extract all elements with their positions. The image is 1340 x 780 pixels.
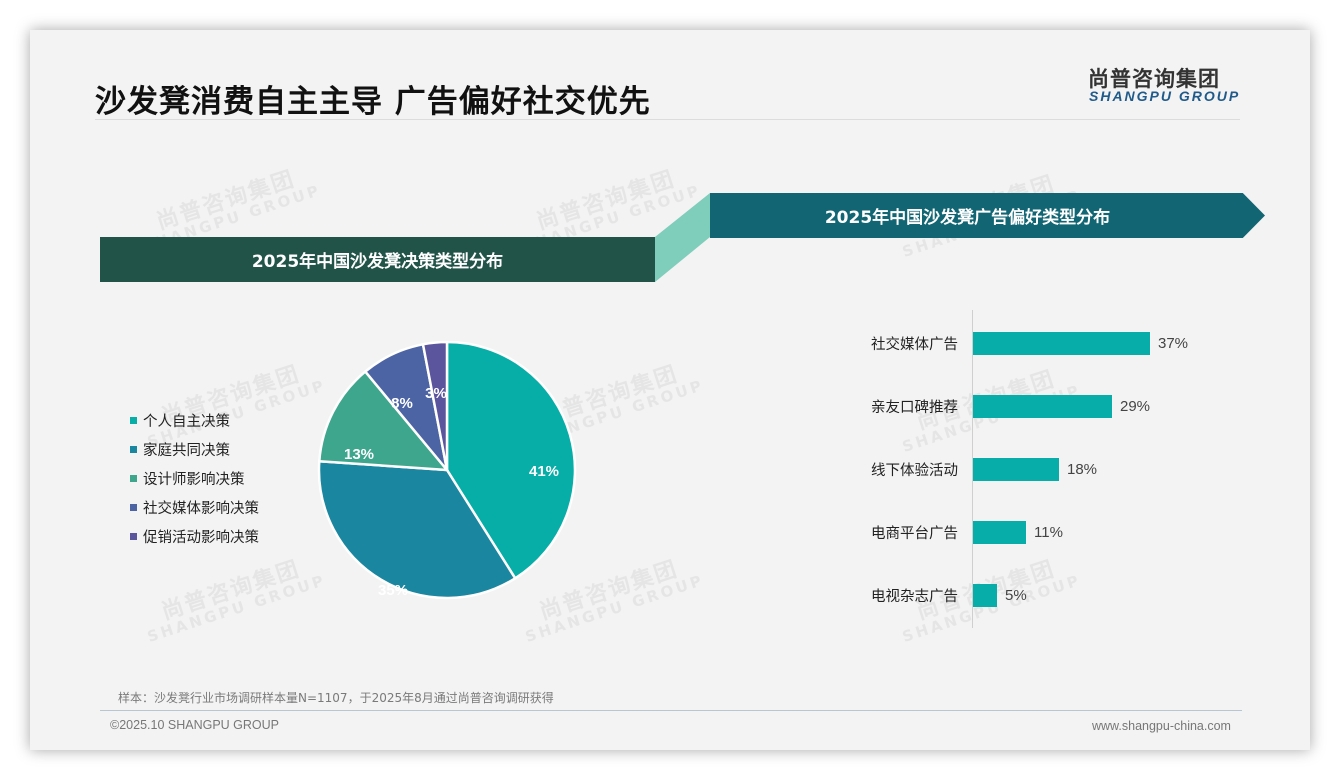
bar	[973, 584, 997, 607]
bar-value: 37%	[1158, 335, 1189, 352]
bar-row: 亲友口碑推荐 29%	[830, 395, 1250, 418]
bar-value: 18%	[1067, 461, 1098, 478]
pie-label: 3%	[425, 385, 447, 402]
bar-value: 29%	[1120, 398, 1151, 415]
slide: 沙发凳消费自主主导 广告偏好社交优先 尚普咨询集团 SHANGPU GROUP …	[30, 30, 1310, 750]
bar-row: 线下体验活动 18%	[830, 458, 1250, 481]
legend-item: 个人自主决策	[130, 406, 259, 435]
legend-swatch	[130, 533, 137, 540]
bar-row: 电视杂志广告 5%	[830, 584, 1250, 607]
bar-chart-axis	[972, 310, 973, 628]
bar-value: 5%	[1005, 587, 1027, 604]
bar-chart-title: 2025年中国沙发凳广告偏好类型分布	[824, 208, 1111, 228]
bar-value: 11%	[1034, 524, 1063, 541]
bar-label: 线下体验活动	[871, 463, 958, 479]
bar	[973, 395, 1112, 418]
bar	[973, 458, 1059, 481]
legend-item: 促销活动影响决策	[130, 522, 259, 551]
copyright: ©2025.10 SHANGPU GROUP	[110, 718, 279, 732]
legend-swatch	[130, 446, 137, 453]
pie-chart-title: 2025年中国沙发凳决策类型分布	[251, 252, 504, 272]
bar-row: 社交媒体广告 37%	[830, 332, 1250, 355]
pie-legend: 个人自主决策 家庭共同决策 设计师影响决策 社交媒体影响决策 促销活动影响决策	[130, 406, 259, 551]
pie-label: 35%	[378, 582, 408, 599]
pie-slice-designer	[318, 370, 449, 472]
pie-label: 8%	[391, 395, 413, 412]
legend-item: 设计师影响决策	[130, 464, 259, 493]
footer-divider	[100, 710, 1242, 711]
legend-swatch	[130, 504, 137, 511]
bar-chart-banner: 2025年中国沙发凳广告偏好类型分布	[710, 193, 1265, 238]
pie-label: 13%	[344, 446, 374, 463]
banner-connector	[655, 193, 710, 282]
bar-chart: 社交媒体广告 37% 亲友口碑推荐 29% 线下体验活动 18% 电商平台广告 …	[830, 310, 1250, 630]
bar-label: 亲友口碑推荐	[871, 400, 958, 416]
bar-label: 社交媒体广告	[871, 337, 958, 353]
title-divider	[95, 119, 1240, 120]
legend-item: 家庭共同决策	[130, 435, 259, 464]
bar-row: 电商平台广告 11%	[830, 521, 1250, 544]
pie-chart: 41% 35% 13% 8% 3%	[317, 340, 577, 600]
sample-note: 样本：沙发凳行业市场调研样本量N=1107，于2025年8月通过尚普咨询调研获得	[118, 691, 554, 705]
website-link[interactable]: www.shangpu-china.com	[1092, 719, 1231, 733]
logo-chinese: 尚普咨询集团	[1088, 67, 1220, 91]
bar-label: 电商平台广告	[871, 526, 958, 542]
pie-chart-banner: 2025年中国沙发凳决策类型分布	[100, 237, 655, 282]
pie-label: 41%	[529, 463, 559, 480]
legend-swatch	[130, 475, 137, 482]
legend-swatch	[130, 417, 137, 424]
legend-item: 社交媒体影响决策	[130, 493, 259, 522]
logo-english: SHANGPU GROUP	[1089, 88, 1241, 104]
bar-label: 电视杂志广告	[871, 589, 958, 605]
bar	[973, 521, 1026, 544]
page-title: 沙发凳消费自主主导 广告偏好社交优先	[95, 84, 651, 120]
pie-slice-promotion	[421, 340, 449, 472]
bar	[973, 332, 1150, 355]
pie-slice-family	[317, 459, 517, 600]
